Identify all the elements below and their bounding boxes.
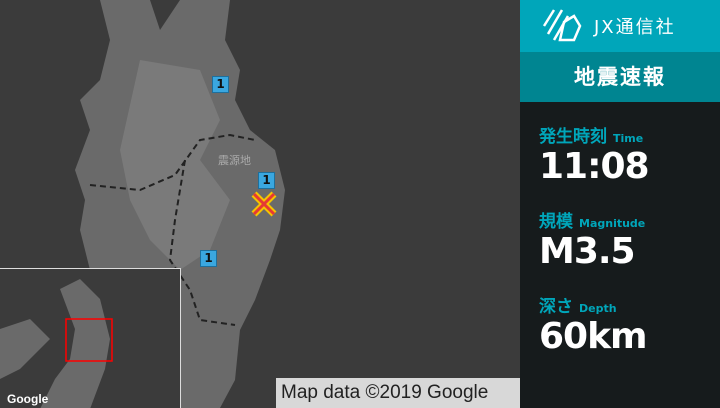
jx-logo-icon	[542, 9, 582, 42]
map-attribution: Map data ©2019 Google	[276, 378, 520, 408]
time-label-en: Time	[613, 132, 644, 145]
depth-section: 深さ Depth 60km	[520, 292, 720, 357]
map[interactable]: 震源地 1 1 1 Google Map data ©2019 Google	[0, 0, 520, 408]
epicenter-label: 震源地	[218, 154, 251, 167]
depth-value: 60km	[539, 316, 648, 357]
magnitude-section: 規模 Magnitude M3.5	[520, 207, 720, 272]
brand-name: JX通信社	[594, 17, 676, 38]
depth-label-en: Depth	[579, 302, 617, 315]
overview-inset-map: Google	[0, 268, 181, 408]
time-label: 発生時刻	[539, 127, 607, 147]
info-panel: JX通信社 地震速報 発生時刻 Time 11:08 規模 Magnitude M3…	[520, 0, 720, 408]
brand-header: JX通信社	[520, 0, 720, 52]
magnitude-label: 規模	[539, 212, 573, 232]
time-section: 発生時刻 Time 11:08	[520, 122, 720, 187]
depth-label: 深さ	[539, 297, 573, 317]
time-value: 11:08	[539, 146, 650, 187]
magnitude-label-en: Magnitude	[579, 217, 646, 230]
intensity-badge[interactable]: 1	[212, 76, 229, 93]
epicenter-icon	[251, 191, 277, 217]
intensity-badge[interactable]: 1	[200, 250, 217, 267]
magnitude-value: M3.5	[539, 231, 636, 272]
panel-title: 地震速報	[520, 52, 720, 102]
inset-view-box	[65, 318, 113, 362]
google-logo: Google	[7, 392, 49, 406]
intensity-badge[interactable]: 1	[258, 172, 275, 189]
